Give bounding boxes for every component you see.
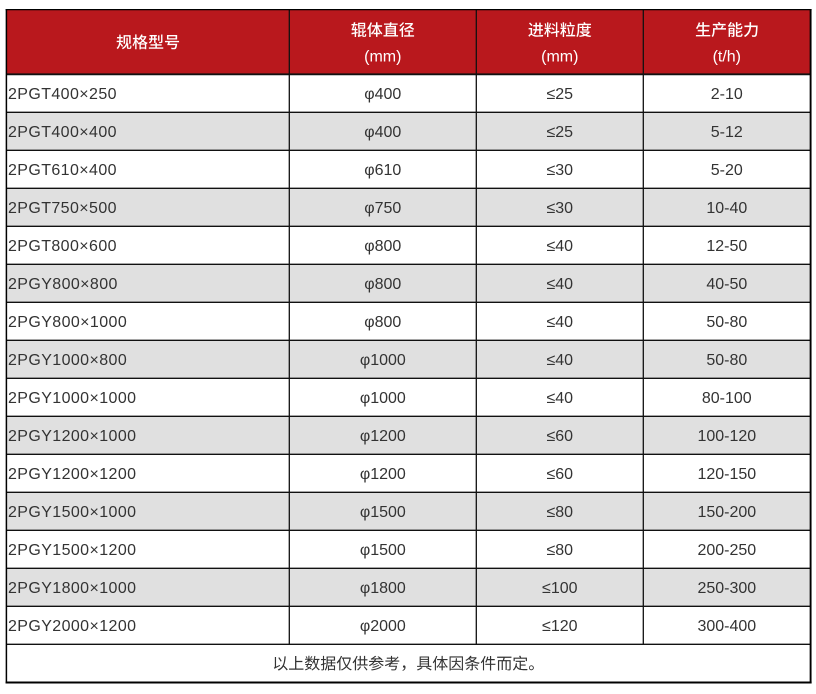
svg-text:≤80: ≤80 <box>547 504 574 521</box>
svg-text:2PGT800×600: 2PGT800×600 <box>8 238 117 255</box>
svg-text:2PGT610×400: 2PGT610×400 <box>8 162 117 179</box>
svg-text:2PGY1000×1000: 2PGY1000×1000 <box>8 390 136 407</box>
svg-text:50-80: 50-80 <box>706 352 747 369</box>
svg-text:φ800: φ800 <box>364 238 401 255</box>
svg-text:(t/h): (t/h) <box>713 49 741 66</box>
svg-text:φ1200: φ1200 <box>360 466 406 483</box>
svg-text:2PGY1200×1000: 2PGY1200×1000 <box>8 428 136 445</box>
svg-text:≤40: ≤40 <box>547 276 574 293</box>
svg-text:φ1800: φ1800 <box>360 580 406 597</box>
svg-text:φ1000: φ1000 <box>360 390 406 407</box>
svg-text:2PGY1500×1200: 2PGY1500×1200 <box>8 542 136 559</box>
svg-text:100-120: 100-120 <box>697 428 756 445</box>
svg-text:≤100: ≤100 <box>542 580 578 597</box>
svg-text:2PGY1200×1200: 2PGY1200×1200 <box>8 466 136 483</box>
svg-text:12-50: 12-50 <box>706 238 747 255</box>
svg-text:(mm): (mm) <box>364 49 401 66</box>
svg-text:≤120: ≤120 <box>542 618 578 635</box>
svg-text:40-50: 40-50 <box>706 276 747 293</box>
svg-text:≤40: ≤40 <box>547 390 574 407</box>
svg-text:(mm): (mm) <box>541 49 578 66</box>
svg-text:80-100: 80-100 <box>702 390 752 407</box>
svg-text:250-300: 250-300 <box>697 580 756 597</box>
svg-text:φ750: φ750 <box>364 200 401 217</box>
svg-text:≤40: ≤40 <box>547 314 574 331</box>
svg-text:150-200: 150-200 <box>697 504 756 521</box>
svg-text:2PGT400×400: 2PGT400×400 <box>8 124 117 141</box>
svg-text:φ1500: φ1500 <box>360 504 406 521</box>
svg-text:2PGY1800×1000: 2PGY1800×1000 <box>8 580 136 597</box>
svg-text:2PGY800×800: 2PGY800×800 <box>8 276 118 293</box>
svg-text:200-250: 200-250 <box>697 542 756 559</box>
svg-text:≤60: ≤60 <box>547 466 574 483</box>
svg-text:φ2000: φ2000 <box>360 618 406 635</box>
svg-text:2PGY1500×1000: 2PGY1500×1000 <box>8 504 136 521</box>
svg-text:2-10: 2-10 <box>711 86 743 103</box>
svg-text:2PGY2000×1200: 2PGY2000×1200 <box>8 618 136 635</box>
svg-text:300-400: 300-400 <box>697 618 756 635</box>
svg-text:5-20: 5-20 <box>711 162 743 179</box>
svg-text:φ400: φ400 <box>364 86 401 103</box>
svg-text:φ610: φ610 <box>364 162 401 179</box>
svg-text:2PGT750×500: 2PGT750×500 <box>8 200 117 217</box>
svg-text:φ1200: φ1200 <box>360 428 406 445</box>
svg-text:φ800: φ800 <box>364 314 401 331</box>
svg-text:≤40: ≤40 <box>547 352 574 369</box>
svg-text:≤30: ≤30 <box>547 200 574 217</box>
svg-text:10-40: 10-40 <box>706 200 747 217</box>
svg-text:φ1500: φ1500 <box>360 542 406 559</box>
svg-text:2PGY800×1000: 2PGY800×1000 <box>8 314 127 331</box>
svg-text:≤40: ≤40 <box>547 238 574 255</box>
svg-text:≤60: ≤60 <box>547 428 574 445</box>
svg-text:50-80: 50-80 <box>706 314 747 331</box>
svg-text:≤25: ≤25 <box>547 124 574 141</box>
svg-text:2PGT400×250: 2PGT400×250 <box>8 86 117 103</box>
svg-text:≤30: ≤30 <box>547 162 574 179</box>
svg-text:≤25: ≤25 <box>547 86 574 103</box>
svg-text:φ1000: φ1000 <box>360 352 406 369</box>
svg-text:120-150: 120-150 <box>697 466 756 483</box>
svg-text:≤80: ≤80 <box>547 542 574 559</box>
svg-text:2PGY1000×800: 2PGY1000×800 <box>8 352 127 369</box>
svg-text:φ800: φ800 <box>364 276 401 293</box>
svg-text:5-12: 5-12 <box>711 124 743 141</box>
svg-text:φ400: φ400 <box>364 124 401 141</box>
